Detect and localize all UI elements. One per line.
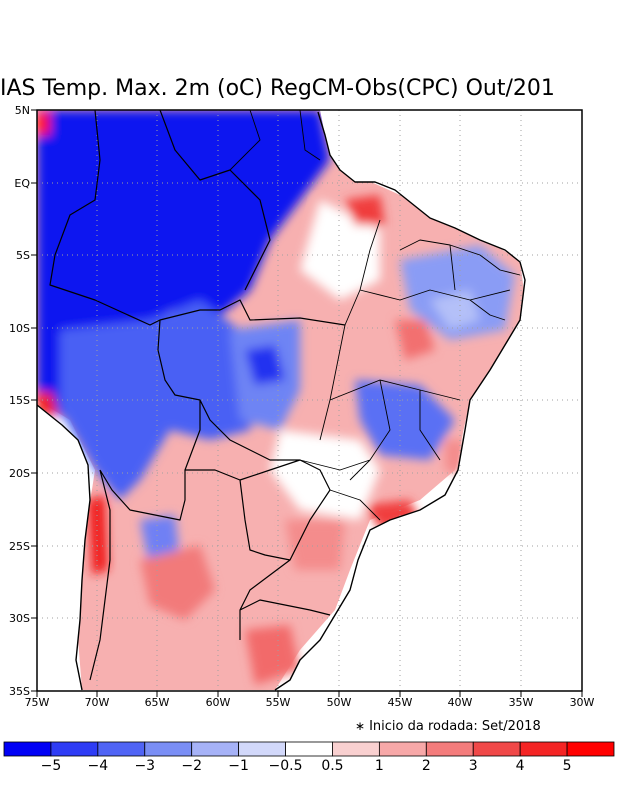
- legend-label: 0.5: [321, 758, 344, 774]
- pacific-ocean-mask: [37, 405, 90, 691]
- legend-label: 4: [515, 758, 525, 774]
- borders: [36, 109, 526, 691]
- y-tick-label: 10S: [9, 322, 30, 335]
- y-tick-label: 5N: [15, 104, 30, 117]
- legend-label: −5: [40, 758, 62, 774]
- country-borders: [49, 109, 346, 681]
- x-tick-label: 65W: [145, 696, 170, 709]
- map-title: IAS Temp. Max. 2m (oC) RegCM-Obs(CPC) Ou…: [0, 76, 555, 101]
- legend-label: −3: [134, 758, 156, 774]
- y-tick-label: 30S: [9, 612, 30, 625]
- legend-label: 1: [374, 758, 384, 774]
- y-tick-label: EQ: [14, 177, 30, 190]
- legend-swatch: [97, 741, 146, 757]
- cold-anomaly-northeast-core: [430, 290, 480, 330]
- x-tick-label: 75W: [25, 696, 50, 709]
- y-tick-label: 5S: [16, 249, 30, 262]
- legend-swatch: [191, 741, 240, 757]
- warm-anomaly-chile-coast: [88, 495, 108, 575]
- y-tick-label: 20S: [9, 467, 30, 480]
- cold-anomaly-southeast: [355, 380, 455, 460]
- x-axis-labels: 75W 70W 65W 60W 55W 50W 45W 40W 35W 30W: [25, 696, 595, 709]
- color-legend: [3, 741, 615, 757]
- cold-anomaly-halo: [60, 300, 260, 500]
- x-tick-label: 60W: [206, 696, 231, 709]
- legend-label: 3: [468, 758, 478, 774]
- legend-swatch: [472, 741, 521, 757]
- legend-swatch: [50, 741, 99, 757]
- y-tick-label: 35S: [9, 685, 30, 698]
- run-start-text: Inicio da rodada: Set/2018: [369, 719, 541, 734]
- anomaly-map: 75W 70W 65W 60W 55W 50W 45W 40W 35W 30W …: [9, 104, 595, 709]
- legend-swatch: [238, 741, 286, 757]
- legend-label: −2: [181, 758, 203, 774]
- y-tick-label: 25S: [9, 540, 30, 553]
- x-tick-label: 45W: [388, 696, 413, 709]
- x-tick-label: 70W: [85, 696, 110, 709]
- warm-anomaly-south-brazil: [285, 520, 345, 570]
- coastline: [36, 111, 526, 691]
- legend-label: 2: [421, 758, 431, 774]
- x-tick-label: 50W: [327, 696, 352, 709]
- cold-anomaly-northeast: [400, 245, 515, 340]
- legend-swatch: [3, 741, 52, 757]
- legend-swatch: [144, 741, 193, 757]
- y-tick-label: 15S: [9, 394, 30, 407]
- asterisk-icon: ∗: [355, 719, 366, 733]
- color-legend-labels: −5 −4 −3 −2 −1 −0.5 0.5 1 2 3 4 5: [0, 756, 618, 780]
- y-axis-labels: 5N EQ 5S 10S 15S 20S 25S 30S 35S: [9, 104, 30, 698]
- legend-label: −1: [228, 758, 249, 774]
- warm-anomaly-corner: [37, 112, 50, 135]
- legend-label: −0.5: [268, 758, 303, 774]
- legend-label: −4: [87, 758, 109, 774]
- atlantic-ocean-mask: [281, 110, 582, 691]
- x-tick-label: 35W: [509, 696, 534, 709]
- warm-anomaly-paraguay: [140, 545, 215, 620]
- legend-swatch: [566, 741, 615, 757]
- warm-anomaly-uruguay: [245, 625, 300, 685]
- cold-anomaly-core: [245, 345, 285, 385]
- legend-swatch: [425, 741, 474, 757]
- legend-swatch: [285, 741, 333, 757]
- x-tick-label: 55W: [266, 696, 291, 709]
- warm-anomaly-northeast: [395, 320, 435, 360]
- legend-swatch: [378, 741, 427, 757]
- state-borders: [229, 109, 521, 521]
- x-tick-label: 40W: [448, 696, 473, 709]
- tick-marks: [31, 109, 583, 697]
- warm-anomaly-north-coast: [345, 195, 385, 225]
- x-tick-label: 30W: [570, 696, 595, 709]
- legend-swatch: [519, 741, 568, 757]
- run-start-note: ∗ Inicio da rodada: Set/2018: [355, 719, 541, 734]
- grid-lines: [37, 110, 582, 691]
- legend-swatch: [332, 741, 380, 757]
- legend-label: 5: [562, 758, 572, 774]
